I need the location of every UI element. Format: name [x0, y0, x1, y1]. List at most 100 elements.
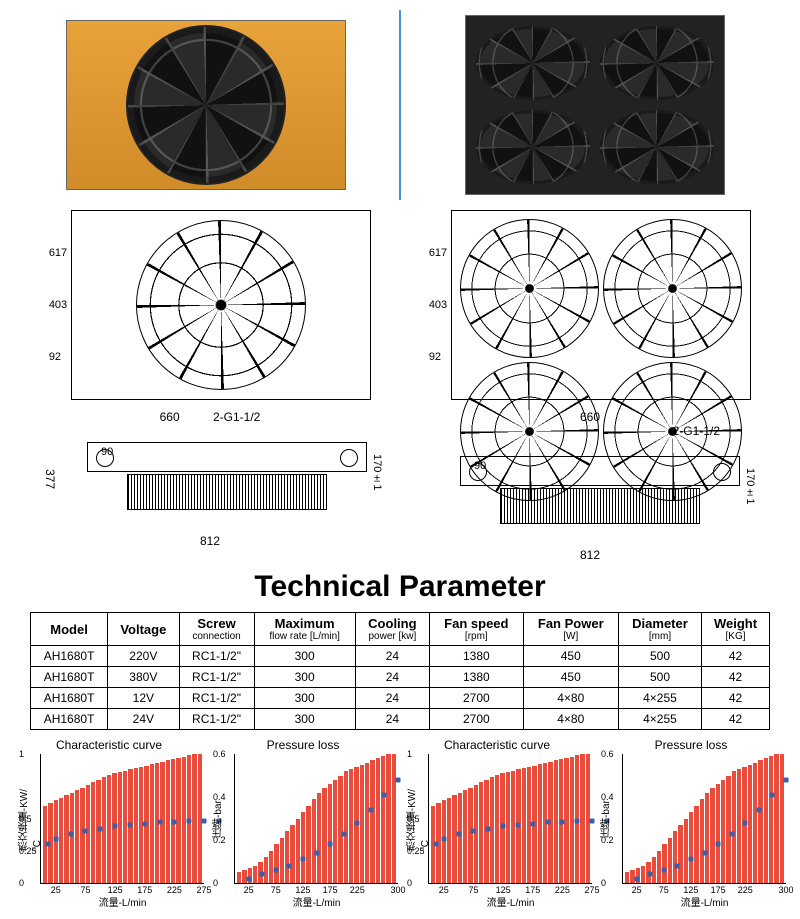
chart-title: Characteristic curve — [14, 738, 204, 752]
front-diagram-quad — [451, 210, 751, 400]
x-tick: 75 — [80, 885, 90, 895]
y-tick: 0.2 — [601, 835, 614, 845]
diagram-row: 617 403 92 660 2-G1-1/2 377 90 — [0, 210, 800, 562]
x-axis-label: 流量-L/min — [681, 894, 729, 909]
y-tick: 0 — [407, 878, 412, 888]
y-axis-label: 压降-bar — [599, 800, 614, 838]
table-cell: AH1680T — [31, 709, 108, 730]
x-tick: 125 — [295, 885, 310, 895]
y-tick: 0.6 — [213, 749, 226, 759]
table-cell: 24 — [355, 667, 429, 688]
dim-label: 812 — [430, 548, 750, 562]
table-row: AH1680T220VRC1-1/2"30024138045050042 — [31, 646, 770, 667]
x-tick: 175 — [525, 885, 540, 895]
x-tick: 275 — [584, 885, 599, 895]
y-tick: 0 — [601, 878, 606, 888]
y-tick: 0.5 — [407, 814, 420, 824]
chart-area: 热交换量-KW/°C流量-L/min00.250.512575125175225… — [428, 754, 592, 884]
x-tick: 75 — [271, 885, 281, 895]
chart-title: Pressure loss — [596, 738, 786, 752]
table-cell: 380V — [108, 667, 179, 688]
fan-icon — [474, 24, 592, 102]
y-tick: 0.25 — [407, 846, 425, 856]
table-cell: 12V — [108, 688, 179, 709]
diagram-left: 617 403 92 660 2-G1-1/2 377 90 — [20, 210, 400, 562]
table-header: Diameter[mm] — [618, 613, 701, 646]
x-tick: 175 — [711, 885, 726, 895]
table-cell: 220V — [108, 646, 179, 667]
x-tick: 225 — [167, 885, 182, 895]
dim-label: 90 — [101, 446, 113, 458]
table-cell: 42 — [702, 646, 770, 667]
table-cell: 42 — [702, 709, 770, 730]
table-cell: AH1680T — [31, 667, 108, 688]
product-photo-quad — [435, 10, 755, 200]
table-header: Voltage — [108, 613, 179, 646]
table-cell: 2700 — [430, 688, 524, 709]
table-cell: RC1-1/2" — [179, 646, 254, 667]
table-header: Fan Power[W] — [523, 613, 618, 646]
chart-points — [429, 754, 592, 883]
table-cell: 4×80 — [523, 688, 618, 709]
x-axis-label: 流量-L/min — [487, 894, 535, 909]
side-diagram: 90 170±1 — [430, 438, 750, 548]
table-header: Fan speed[rpm] — [430, 613, 524, 646]
x-tick: 175 — [137, 885, 152, 895]
front-diagram-single — [71, 210, 371, 400]
fan-diagram-icon — [460, 219, 599, 358]
table-row: AH1680T380VRC1-1/2"30024138045050042 — [31, 667, 770, 688]
vertical-divider — [399, 10, 401, 200]
table-cell: RC1-1/2" — [179, 709, 254, 730]
product-right-col — [409, 10, 780, 200]
y-tick: 0.2 — [213, 835, 226, 845]
y-tick: 0 — [19, 878, 24, 888]
table-header: Weight[KG] — [702, 613, 770, 646]
table-cell: 42 — [702, 667, 770, 688]
table-cell: AH1680T — [31, 646, 108, 667]
table-header: Model — [31, 613, 108, 646]
x-tick: 225 — [738, 885, 753, 895]
dim-label: 617 — [429, 247, 447, 259]
table-cell: 24 — [355, 646, 429, 667]
table-cell: 42 — [702, 688, 770, 709]
table-cell: 300 — [254, 667, 355, 688]
dim-label: 2-G1-1/2 — [213, 410, 260, 424]
side-diagram: 90 170±1 — [57, 424, 377, 534]
x-tick: 25 — [439, 885, 449, 895]
fan-icon — [598, 24, 716, 102]
x-tick: 125 — [496, 885, 511, 895]
table-cell: RC1-1/2" — [179, 688, 254, 709]
chart-area: 压降-bar流量-L/min00.20.40.62575125175225300 — [622, 754, 786, 884]
table-cell: AH1680T — [31, 688, 108, 709]
dim-label: 2-G1-1/2 — [673, 424, 720, 438]
diagram-right: 617 403 92 660 2-G1-1/2 9 — [400, 210, 780, 562]
x-tick: 25 — [51, 885, 61, 895]
table-cell: 500 — [618, 646, 701, 667]
x-tick: 300 — [778, 885, 793, 895]
dim-label: 403 — [429, 299, 447, 311]
table-cell: 500 — [618, 667, 701, 688]
chart: Characteristic curve热交换量-KW/°C流量-L/min00… — [14, 738, 204, 898]
y-axis-label: 压降-bar — [211, 800, 226, 838]
fan-icon — [598, 108, 716, 186]
chart: Characteristic curve热交换量-KW/°C流量-L/min00… — [402, 738, 592, 898]
chart: Pressure loss压降-bar流量-L/min00.20.40.6257… — [208, 738, 398, 898]
table-cell: 24 — [355, 709, 429, 730]
table-cell: 4×255 — [618, 709, 701, 730]
chart: Pressure loss 压降-bar流量-L/min00.20.40.6257… — [596, 738, 786, 898]
fan-diagram-icon — [603, 219, 742, 358]
dim-label: 403 — [49, 299, 67, 311]
table-header: Maximumflow rate [L/min] — [254, 613, 355, 646]
table-cell: 24V — [108, 709, 179, 730]
product-left-col — [20, 10, 391, 200]
table-cell: 1380 — [430, 667, 524, 688]
dim-label: 377 — [43, 469, 57, 489]
dim-label: 170±1 — [371, 454, 383, 490]
table-cell: 4×80 — [523, 709, 618, 730]
x-tick: 25 — [632, 885, 642, 895]
dim-label: 660 — [160, 410, 180, 424]
table-cell: 1380 — [430, 646, 524, 667]
x-tick: 175 — [323, 885, 338, 895]
x-tick: 275 — [196, 885, 211, 895]
x-tick: 225 — [555, 885, 570, 895]
